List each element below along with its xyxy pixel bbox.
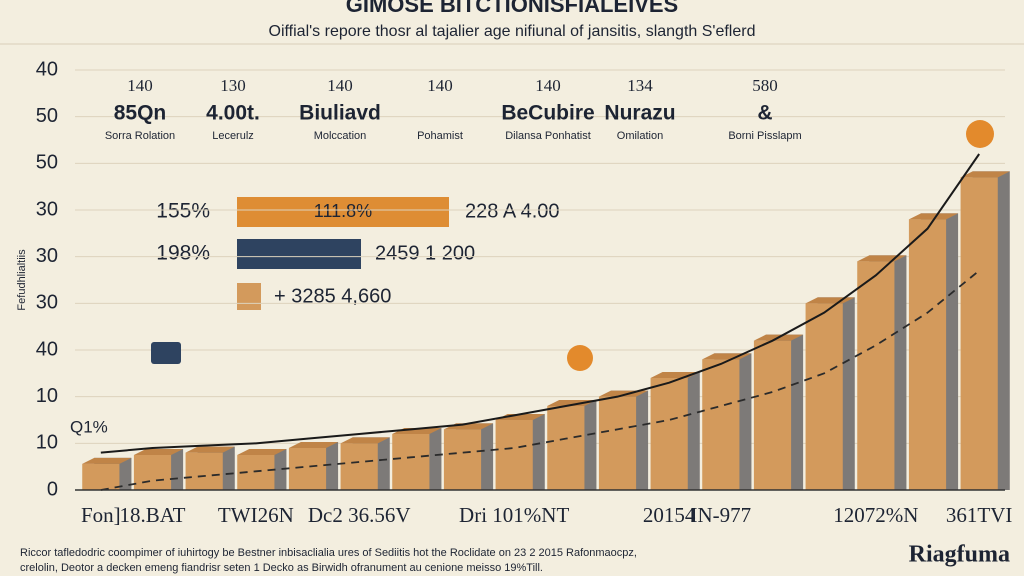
bar-top (960, 171, 1010, 178)
bar-top (133, 449, 184, 455)
stat-name: Nurazu (604, 102, 675, 125)
highlight-value: 228 A 4.00 (465, 200, 560, 222)
y-tick-label: 50 (36, 152, 58, 174)
bar-top (82, 457, 132, 464)
bar (650, 378, 688, 490)
bar-top (288, 442, 339, 448)
plot: 0 10 10 40 30 30 30 50 50 40 Fon]18.BAT TWI26N Dc2 3… (36, 58, 1013, 527)
y-tick-label: 50 (36, 105, 58, 127)
x-tick-label: 361TVI (946, 503, 1013, 527)
x-tick-label: IN-977 (691, 503, 752, 527)
coin-icon (966, 120, 994, 148)
bar (288, 448, 327, 490)
highlight-bar (237, 197, 449, 227)
stat-caption: Borni Pisslapm (728, 130, 801, 142)
stat-name: 85Qn (114, 102, 167, 125)
stat-caption: Lecerulz (212, 130, 254, 142)
bar (805, 303, 843, 490)
y-tick-label: 30 (36, 245, 58, 267)
lock-icon (151, 342, 181, 364)
bar (702, 359, 740, 490)
y-axis-label: Fefudhlialtiis (16, 249, 28, 311)
highlight-label: 198% (156, 242, 210, 265)
stat-name: Biuliavd (299, 102, 381, 125)
y-tick-label: 40 (36, 338, 58, 360)
highlight-inner: 111.8% (314, 201, 372, 221)
trend-line (100, 269, 980, 491)
x-tick-label: 20154 (643, 503, 696, 527)
x-tick-label: 18.BAT (120, 503, 186, 527)
bar (598, 396, 637, 490)
highlight-label: 155% (156, 200, 210, 223)
bar-top (908, 213, 959, 220)
y-tick-label: 30 (36, 198, 58, 220)
footer-line: crelolin, Deotor a decken emeng fiandris… (20, 562, 543, 574)
bar-top (340, 437, 390, 444)
bar (495, 420, 533, 490)
stat-top: 130 (220, 76, 246, 95)
stat-top: 140 (535, 76, 561, 95)
bar (340, 443, 378, 490)
stat-caption: Dilansa Ponhatist (505, 130, 591, 142)
bar-top (547, 400, 597, 406)
subtitle: Oiffial's repore thosr al tajalier age n… (269, 23, 756, 40)
bar (443, 429, 482, 490)
stat-caption: Molccation (314, 130, 367, 142)
stat-top: 140 (127, 76, 153, 95)
bar-top (237, 449, 287, 455)
highlight-value: + 3285 4,660 (274, 285, 391, 307)
y-tick-label: 30 (36, 292, 58, 314)
stat-name: 4.00t. (206, 102, 260, 125)
y-tick-label: 10 (36, 385, 58, 407)
stat-caption: Pohamist (417, 130, 463, 142)
stat-caption: Omilation (617, 130, 663, 142)
y-tick-label: 10 (36, 432, 58, 454)
x-tick-label: TWI26N (218, 503, 294, 527)
bar (753, 340, 792, 490)
x-tick-label: Dc2 36.56V (308, 503, 411, 527)
chart-title: GIMOSE BITCTIONISFIALEIVES (346, 0, 678, 17)
y-tick-label: 0 (47, 478, 58, 500)
bar-top (185, 446, 235, 453)
bar (185, 452, 223, 490)
highlight-bar (237, 239, 361, 269)
stat-top: 140 (327, 76, 353, 95)
coin-icon (567, 345, 593, 371)
bar (857, 261, 895, 490)
x-tick-label: Fon] (81, 503, 121, 527)
trend-line (100, 153, 980, 454)
x-tick-label: 12072%N (833, 503, 918, 527)
y-tick-label: 40 (36, 58, 58, 80)
x-tick-label: Dri 101%NT (459, 503, 569, 527)
bar (547, 406, 585, 490)
stat-top: 134 (627, 76, 653, 95)
bar (392, 434, 430, 490)
stat-name: BeCubire (501, 102, 594, 125)
bar (82, 463, 120, 490)
stat-top: 580 (752, 76, 778, 95)
stat-name: & (757, 102, 772, 125)
highlight-bar (237, 283, 261, 310)
stat-top: 140 (427, 76, 453, 95)
stat-caption: Sorra Rolation (105, 130, 175, 142)
highlight-value: 2459 1 200 (375, 242, 475, 264)
bar (133, 455, 172, 490)
bar (908, 219, 947, 491)
footer-line: Riccor tafledodric coompimer of iuhirtog… (20, 547, 637, 559)
bar (960, 177, 998, 491)
brand: Riagfuma (909, 542, 1010, 568)
highlights: 155% 111.8% 228 A 4.00 198% 2459 1 200 + 3285… (156, 197, 560, 310)
callout: Q1% (70, 417, 108, 436)
